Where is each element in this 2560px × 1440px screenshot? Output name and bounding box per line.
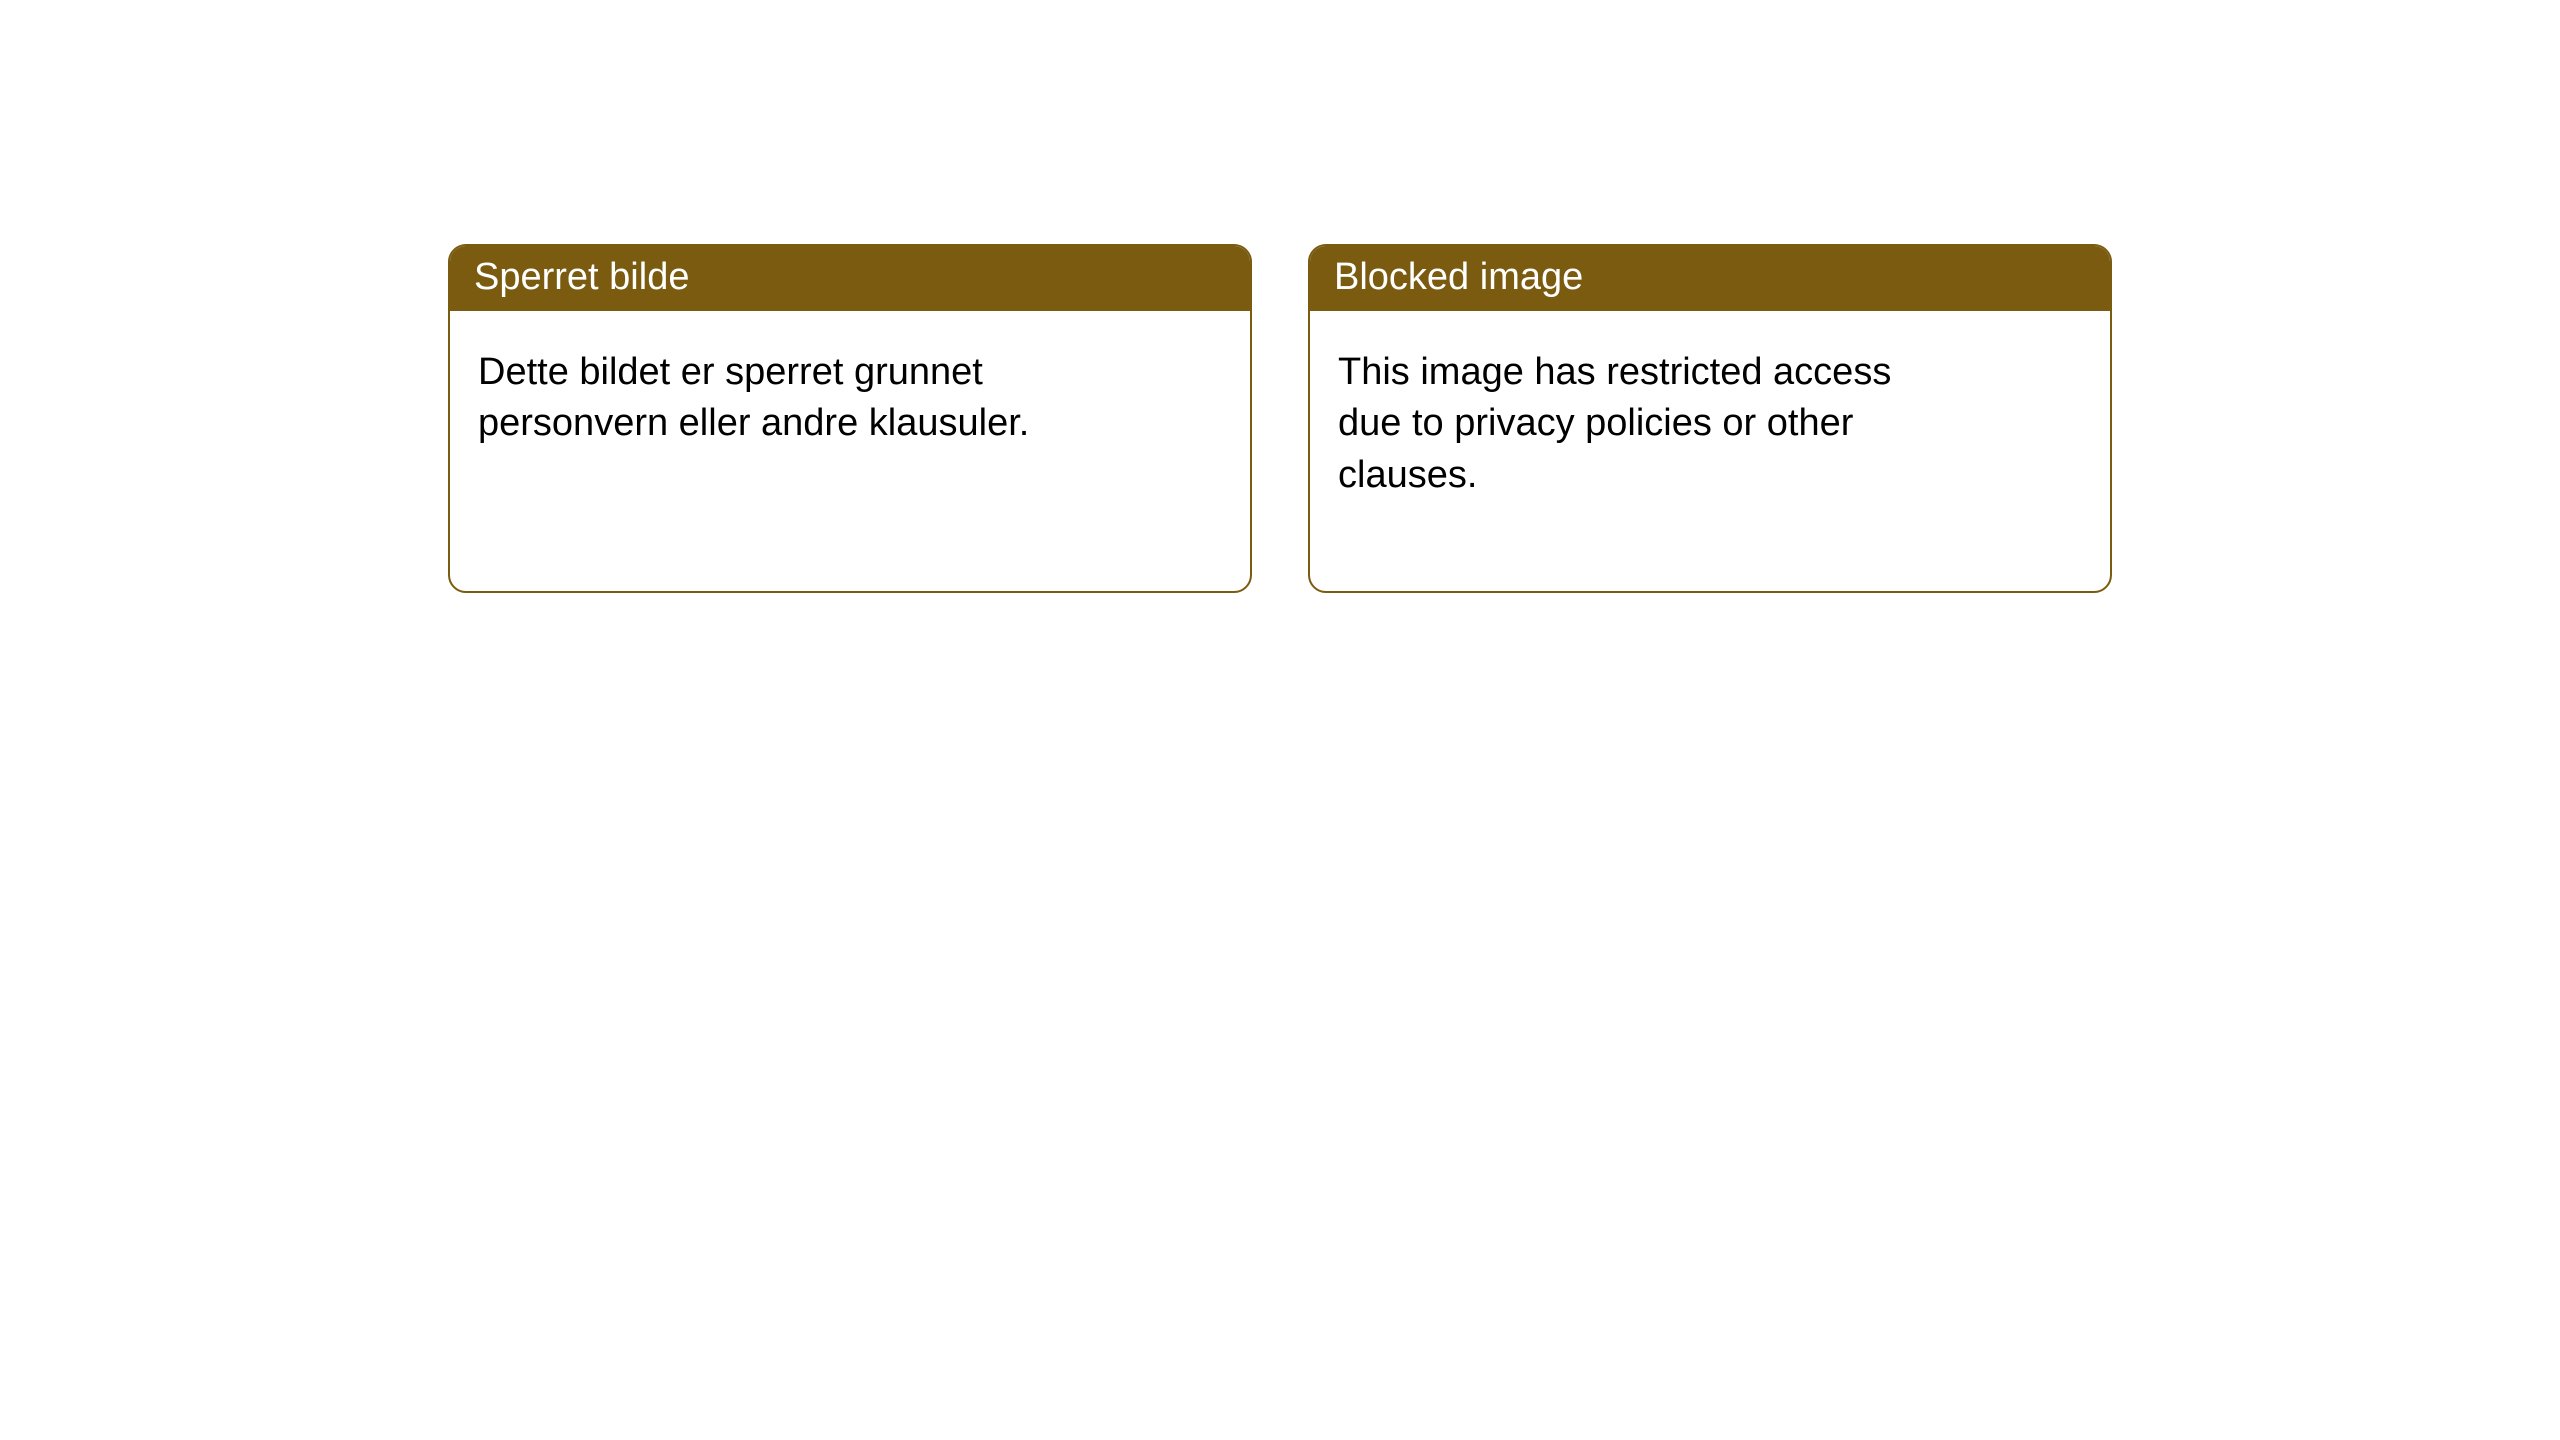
notice-card-english: Blocked image This image has restricted …	[1308, 244, 2112, 593]
notice-card-body: This image has restricted access due to …	[1310, 311, 1990, 591]
notice-container: Sperret bilde Dette bildet er sperret gr…	[0, 0, 2560, 593]
notice-card-body: Dette bildet er sperret grunnet personve…	[450, 311, 1130, 540]
notice-card-header: Blocked image	[1310, 246, 2110, 311]
notice-card-header: Sperret bilde	[450, 246, 1250, 311]
notice-card-norwegian: Sperret bilde Dette bildet er sperret gr…	[448, 244, 1252, 593]
